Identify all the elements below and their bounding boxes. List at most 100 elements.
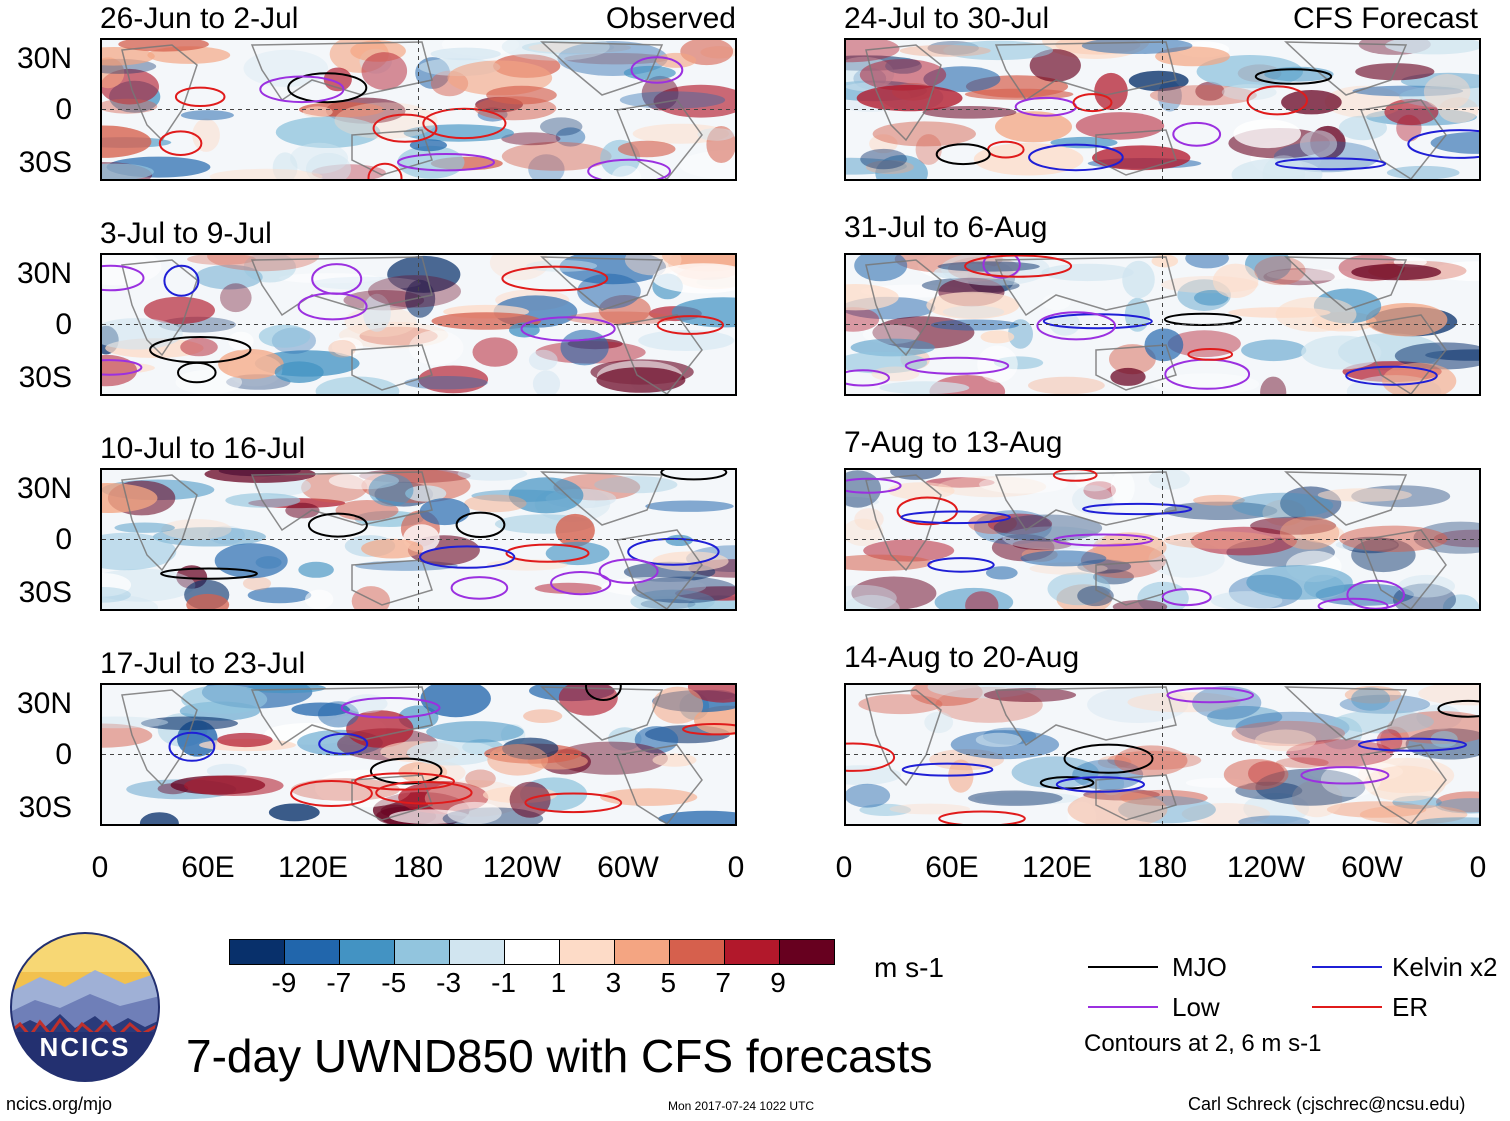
anomaly-shading: [858, 694, 943, 715]
anomaly-shading: [658, 810, 735, 824]
anomaly-shading: [217, 732, 273, 748]
anomaly-shading: [464, 494, 527, 513]
anomaly-shading: [1231, 720, 1346, 747]
wave-contour: [160, 567, 258, 580]
anomaly-shading: [600, 788, 698, 806]
coastline: [1095, 559, 1177, 606]
colorbar-swatch: [615, 940, 670, 964]
anomaly-shading: [899, 44, 991, 57]
wave-contour: [1055, 776, 1145, 793]
anomaly-shading: [1246, 565, 1353, 600]
anomaly-shading: [632, 123, 730, 144]
wave-contour: [1275, 157, 1387, 171]
anomaly-shading: [652, 263, 735, 294]
anomaly-shading: [1118, 795, 1216, 824]
anomaly-shading: [638, 330, 735, 351]
map-field-5: [846, 40, 1479, 179]
coastline: [865, 474, 942, 572]
anomaly-shading: [1386, 165, 1460, 179]
anomaly-shading: [1254, 256, 1306, 286]
wave-contour: [1246, 85, 1308, 116]
wave-contour: [585, 685, 622, 701]
wave-contour: [904, 356, 1010, 375]
map-field-7: [846, 470, 1479, 609]
anomaly-shading: [980, 330, 1015, 344]
wave-contour: [520, 316, 616, 342]
map-field-3: [102, 470, 735, 609]
anomaly-shading: [846, 584, 897, 609]
anomaly-shading: [501, 132, 561, 146]
wave-contour: [397, 153, 495, 172]
colorbar-swatch: [670, 940, 725, 964]
wave-contour: [846, 477, 902, 494]
map-panel-3: [100, 468, 737, 611]
anomaly-shading: [851, 576, 937, 609]
anomaly-shading: [1286, 739, 1394, 768]
wave-contour: [1317, 597, 1389, 609]
anomaly-shading: [315, 769, 412, 808]
anomaly-shading: [1128, 70, 1189, 92]
wave-contour: [163, 264, 200, 297]
anomaly-shading: [315, 376, 400, 394]
anomaly-shading: [361, 52, 408, 90]
anomaly-shading: [995, 111, 1072, 143]
anomaly-shading: [872, 121, 976, 147]
lon-label-60e: 60E: [925, 851, 979, 884]
anomaly-shading: [1394, 342, 1479, 370]
anomaly-shading: [1194, 290, 1229, 306]
wave-contour: [901, 762, 994, 777]
anomaly-shading: [559, 255, 666, 285]
anomaly-shading: [846, 554, 933, 571]
wave-contour: [846, 742, 896, 772]
anomaly-shading: [560, 329, 609, 366]
anomaly-shading: [630, 589, 715, 609]
coastline: [1284, 686, 1408, 741]
coastline: [1359, 744, 1447, 824]
anomaly-shading: [846, 594, 900, 609]
anomaly-shading: [1364, 765, 1446, 802]
anomaly-shading: [302, 106, 333, 118]
anomaly-shading: [889, 803, 971, 815]
footer-url[interactable]: ncics.org/mjo: [6, 1094, 113, 1114]
anomaly-shading: [879, 381, 970, 394]
anomaly-shading: [611, 165, 642, 179]
anomaly-shading: [418, 365, 489, 394]
wave-contour: [290, 780, 373, 807]
anomaly-shading: [139, 812, 179, 824]
anomaly-shading: [242, 576, 272, 591]
anomaly-shading: [608, 727, 642, 751]
anomaly-shading: [1376, 729, 1403, 754]
anomaly-shading: [1020, 550, 1107, 567]
wave-contour: [682, 723, 735, 736]
anomaly-shading: [1152, 373, 1260, 394]
anomaly-shading: [209, 168, 323, 179]
anomaly-shading: [979, 475, 1068, 494]
anomaly-shading: [195, 264, 263, 290]
anomaly-shading: [915, 134, 942, 165]
anomaly-shading: [1110, 367, 1146, 386]
anomaly-shading: [1109, 344, 1156, 375]
wave-contour: [1300, 766, 1390, 785]
lon-label-120e: 120E: [277, 851, 349, 884]
legend-label-kelvin: Kelvin x2: [1392, 952, 1498, 982]
wave-contour: [524, 792, 623, 814]
anomaly-shading: [1223, 759, 1289, 790]
anomaly-shading: [102, 255, 162, 286]
anomaly-shading: [387, 255, 461, 293]
lon-label-0: 0: [835, 851, 853, 884]
anomaly-shading: [206, 763, 247, 778]
anomaly-shading: [192, 118, 220, 152]
lat-label-30n: 30N: [16, 472, 72, 505]
lat-label-30n: 30N: [16, 257, 72, 290]
lon-label-120e: 120E: [1021, 851, 1093, 884]
anomaly-shading: [937, 261, 1040, 272]
coastline: [1095, 774, 1177, 821]
wave-contour: [501, 265, 609, 292]
anomaly-shading: [671, 297, 735, 328]
anomaly-shading: [1124, 297, 1150, 332]
map-panel-6: [844, 253, 1481, 396]
colorbar-tick-label: -1: [491, 967, 516, 998]
wave-contour: [1187, 348, 1234, 361]
anomaly-shading: [1317, 488, 1412, 502]
panel-title-7: 7-Aug to 13-Aug: [844, 426, 1063, 459]
